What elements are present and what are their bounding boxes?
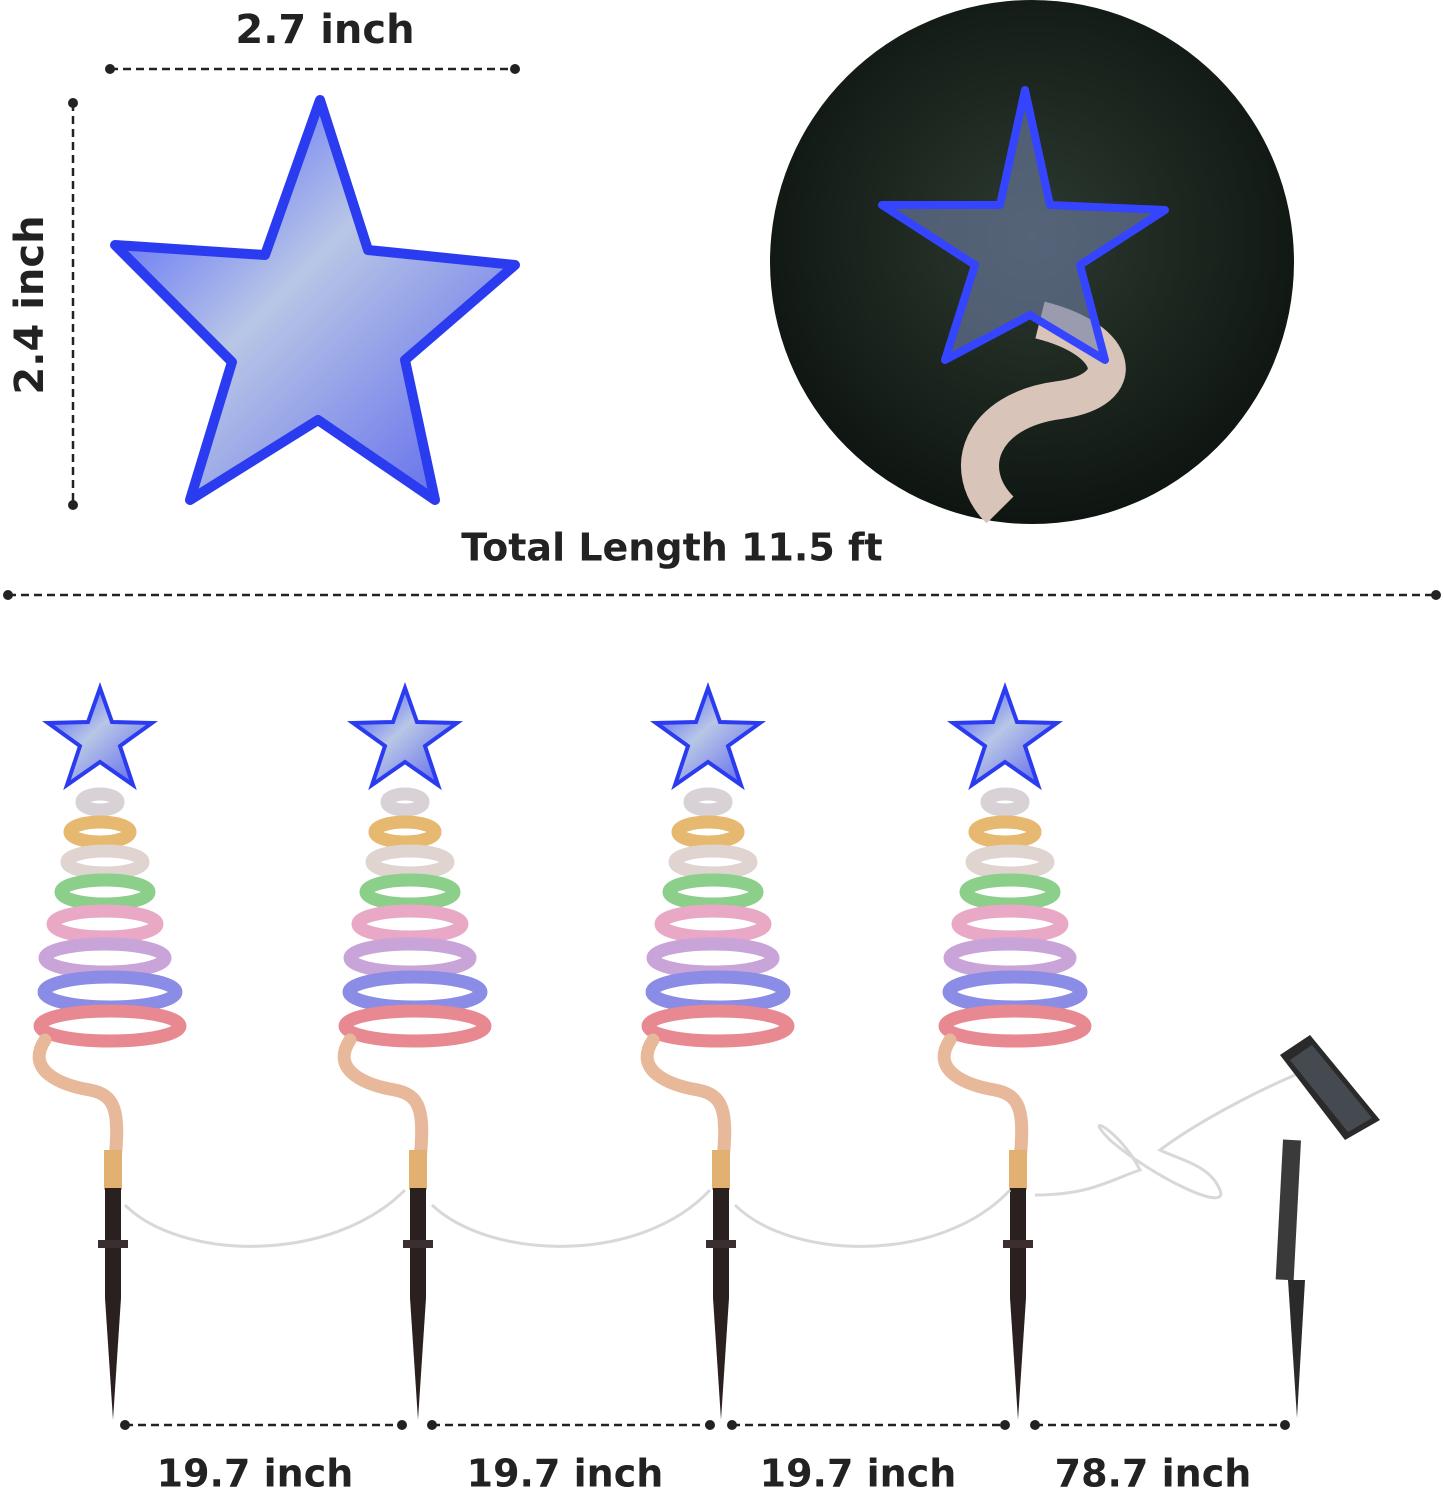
spiral-light [39, 688, 180, 1420]
spacing-label: 78.7 inch [1055, 1452, 1252, 1496]
spiral-light [647, 688, 788, 1420]
width-label: 2.7 inch [235, 7, 414, 53]
total-length-label: Total Length 11.5 ft [461, 526, 882, 570]
total-length-dimension [3, 590, 1441, 600]
wire [123, 1073, 1296, 1248]
lit-star-photo [770, 0, 1294, 524]
height-label: 2.4 inch [7, 215, 53, 394]
spiral-light [944, 688, 1085, 1420]
spacing-label: 19.7 inch [760, 1452, 957, 1496]
spacing-label: 19.7 inch [157, 1452, 354, 1496]
width-dimension [105, 64, 520, 74]
solar-panel [1275, 1035, 1380, 1418]
spacing-label: 19.7 inch [467, 1452, 664, 1496]
spacing-dimensions [120, 1420, 1290, 1430]
height-dimension [68, 98, 78, 510]
star-closeup [110, 95, 520, 505]
spiral-light [344, 688, 485, 1420]
